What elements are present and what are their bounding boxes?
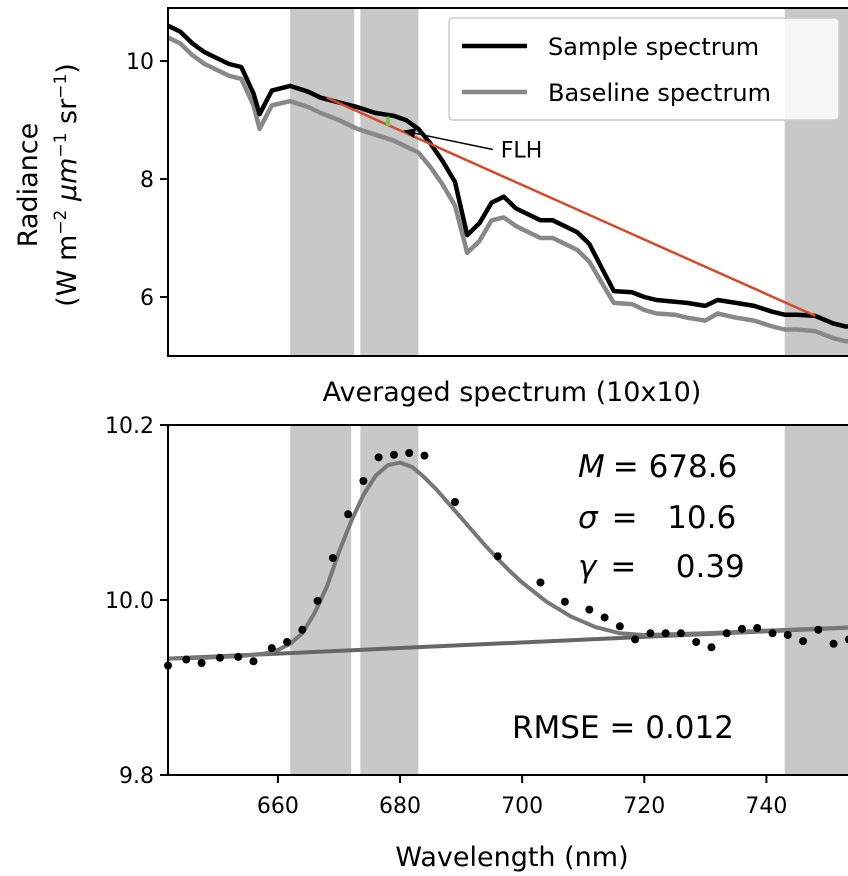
bottom-x-tick-label: 660 [257, 794, 299, 819]
bottom-x-tick-label: 740 [745, 794, 787, 819]
bottom-plot-frame [167, 424, 848, 776]
data-point [249, 657, 258, 666]
data-point [646, 629, 655, 638]
legend-label-baseline: Baseline spectrum [548, 79, 771, 107]
data-point [676, 629, 685, 638]
data-point [692, 638, 701, 646]
flh-label: FLH [501, 138, 542, 163]
data-point [344, 510, 353, 519]
top-series-lines [168, 23, 848, 344]
baseline-spectrum-line [168, 35, 848, 344]
data-point [405, 449, 414, 457]
data-point [753, 624, 762, 632]
bottom-chart-title: Averaged spectrum (10x10) [323, 377, 702, 408]
data-point [493, 552, 502, 561]
top-shaded-band-1 [360, 8, 419, 356]
data-point [768, 629, 777, 638]
bottom-y-tick-label: 9.8 [119, 764, 154, 789]
data-point [389, 450, 398, 459]
data-point [707, 643, 716, 652]
data-point [722, 629, 731, 638]
stat-rmse: RMSE = 0.012 [512, 710, 734, 746]
bottom-data-points [164, 449, 848, 670]
top-y-axis-label: Radiance [13, 123, 44, 247]
flh-arrow-head [403, 128, 417, 139]
data-point [585, 605, 594, 614]
bottom-fit-lines [167, 460, 848, 661]
data-point [661, 629, 670, 638]
top-y-tick-label: 10 [126, 50, 154, 75]
data-point [182, 655, 191, 664]
data-point [799, 637, 808, 646]
sample-spectrum-line [168, 23, 848, 329]
data-point [374, 453, 383, 462]
bottom-x-tick-label: 720 [623, 794, 665, 819]
bottom-shaded-band-2 [784, 425, 848, 775]
data-point [420, 451, 429, 460]
bottom-y-tick-label: 10.0 [105, 589, 154, 614]
bottom-shaded-band-1 [360, 425, 419, 775]
data-point [215, 653, 224, 662]
data-point [783, 631, 792, 639]
data-point [197, 659, 206, 667]
legend-label-sample: Sample spectrum [548, 33, 759, 61]
top-shaded-band-0 [290, 8, 355, 356]
flh-arrow [407, 130, 493, 151]
flh-annotation: FLH [403, 128, 542, 163]
top-plot-frame [167, 7, 848, 357]
top-panel: 6 8 10 Radiance (W m−2 μm−1 sr−1) Sample s… [13, 7, 848, 357]
top-y-axis-units: (W m−2 μm−1 sr−1) [51, 63, 83, 307]
bottom-y-tick-label: 10.2 [105, 414, 154, 439]
stat-m: M = 678.6 [578, 449, 737, 485]
legend: Sample spectrum Baseline spectrum [448, 17, 840, 121]
stat-gamma: γ = 0.39 [578, 549, 745, 585]
data-point [737, 624, 746, 633]
data-point [814, 625, 823, 634]
bottom-x-tick-label: 700 [501, 794, 543, 819]
top-y-tick-label: 8 [140, 168, 154, 193]
data-point [536, 578, 545, 587]
gaussian-fit-curve [167, 460, 848, 661]
data-point [615, 622, 624, 631]
data-point [560, 597, 569, 606]
bottom-panel: 9.8 10.0 10.2 660 680 700 720 740 Wavelength (… [105, 414, 848, 873]
legend-box [448, 17, 840, 121]
data-point [359, 477, 368, 485]
top-y-ticks: 6 8 10 [126, 50, 168, 311]
fit-statistics: M = 678.6 σ = 10.6 γ = 0.39 RMSE = 0.012 [512, 449, 745, 746]
data-point [283, 638, 292, 646]
data-point [829, 639, 838, 648]
data-point [844, 635, 848, 644]
data-point [631, 635, 640, 644]
data-point [234, 652, 243, 661]
top-y-tick-label: 6 [140, 286, 154, 311]
bottom-y-ticks: 9.8 10.0 10.2 [105, 414, 168, 789]
data-point [267, 644, 276, 653]
data-point [450, 498, 459, 506]
data-point [328, 554, 337, 562]
bottom-x-axis-label: Wavelength (nm) [395, 842, 628, 873]
data-point [313, 596, 322, 605]
data-point [298, 625, 307, 634]
data-point [600, 613, 609, 622]
stat-sigma: σ = 10.6 [578, 500, 736, 536]
bottom-x-tick-label: 680 [379, 794, 421, 819]
bottom-x-ticks: 660 680 700 720 740 [257, 775, 787, 819]
